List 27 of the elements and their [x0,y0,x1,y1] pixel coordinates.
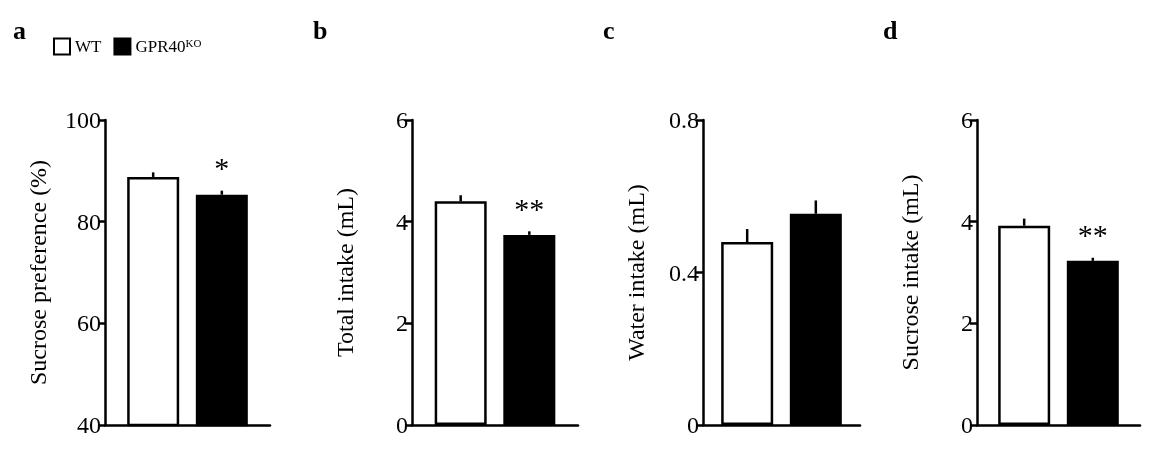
annotation: ** [1077,218,1108,252]
y-tick-label: 2 [961,310,973,337]
chart-title: c [603,15,615,45]
chart-title: d [883,15,898,45]
y-tick-label: 100 [65,107,101,133]
legend-label: WT [75,37,103,56]
y-tick-label: 4 [396,208,408,235]
y-axis-title: Sucrose preference (%) [25,159,51,386]
y-tick-label: 0.4 [669,259,699,286]
chart-title: a [13,15,26,45]
y-tick-label: 2 [396,310,408,337]
y-axis-title: Water intake (mL) [623,184,649,361]
y-tick-label: 0 [961,412,973,438]
annotation: * [214,151,230,185]
y-tick-label: 6 [396,107,408,133]
y-tick-label: 60 [77,310,101,337]
y-tick-label: 40 [77,412,101,438]
annotation: ** [514,191,545,225]
y-tick-label: 80 [77,208,101,235]
y-tick-label: 0 [396,412,408,438]
y-tick-label: 0.8 [669,107,699,133]
y-tick-label: 6 [961,107,973,133]
y-tick-label: 4 [961,208,973,235]
y-axis-title: Sucrose intake (mL) [897,174,923,371]
chart-title: b [313,15,328,45]
y-tick-label: 0 [687,412,699,438]
y-axis-title: Total intake (mL) [332,188,358,357]
